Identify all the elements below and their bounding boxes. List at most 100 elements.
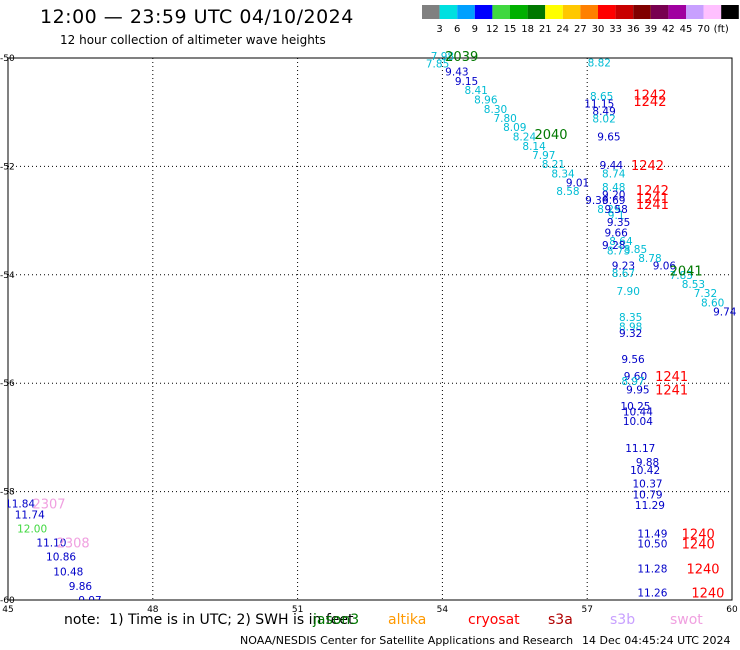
pass-time-label: 1242	[631, 159, 664, 174]
wave-height-label: 8.78	[638, 253, 661, 265]
x-tick-label: 51	[292, 605, 303, 615]
wave-height-label: 8.24	[513, 132, 537, 144]
wave-height-label: 8.98	[619, 321, 642, 333]
colorbar-tick-label: 70	[697, 24, 710, 35]
wave-height-label: 9.60	[624, 371, 647, 383]
wave-height-label: 11.49	[637, 528, 667, 540]
colorbar-tick-label: 9	[472, 24, 478, 35]
colorbar-swatch	[721, 5, 739, 19]
wave-height-label: 8.09	[503, 122, 526, 134]
wave-height-label: 8.21	[542, 159, 565, 171]
legend-jason3: jason3	[313, 612, 360, 628]
x-tick-label: 57	[581, 605, 592, 615]
wave-height-label: 9.1	[608, 210, 625, 222]
wave-height-label: 8.96	[474, 95, 498, 107]
wave-height-label: 11.17	[637, 602, 667, 614]
color-scale-bar: 3 6 9 12 15 18 21 24 27 30 33 36 39 42 45 70 (ft)	[422, 5, 739, 35]
colorbar-tick-label: 36	[627, 24, 640, 35]
wave-height-label: 8.64	[609, 236, 633, 248]
colorbar-swatch	[457, 5, 475, 19]
pass-time-label: 1240	[691, 586, 724, 601]
wave-height-label: 10.50	[637, 539, 667, 551]
wave-height-label: 7.97	[532, 150, 555, 162]
pass-time-label: 2307	[32, 498, 65, 513]
pass-time-label: 2039	[445, 50, 478, 65]
wave-height-label: 9.88	[636, 457, 659, 469]
colorbar-swatch	[650, 5, 669, 19]
colorbar-swatch	[580, 5, 598, 19]
wave-height-label: 9.15	[455, 76, 478, 88]
plot-frame	[7, 57, 733, 601]
wave-height-label: 8.65	[590, 91, 613, 103]
wave-height-label: 11.15	[584, 99, 614, 111]
wave-height-label: 8.67	[612, 268, 635, 280]
wave-height-label: 9.58	[604, 204, 627, 216]
y-tick-label: -50	[0, 54, 15, 64]
pass-time-label: 2041	[670, 264, 703, 279]
y-tick-label: -60	[0, 596, 15, 606]
pass-time-label: 1241	[636, 198, 669, 213]
colorbar-tick-label: 42	[662, 24, 675, 35]
wave-height-label: 8.60	[701, 297, 724, 309]
wave-height-label: 10.25	[620, 401, 650, 413]
y-tick-label: -54	[0, 271, 15, 281]
colorbar-tick-label: 6	[454, 24, 460, 35]
legend-altika: altika	[388, 612, 427, 628]
colorbar-swatch	[474, 5, 493, 19]
colorbar-swatch	[527, 5, 546, 19]
colorbar-tick-label: 27	[574, 24, 587, 35]
wave-height-label: 7.83	[670, 270, 693, 282]
colorbar-swatch	[562, 5, 581, 19]
wave-height-label: 9.65	[597, 132, 620, 144]
pass-time-label: 1242	[636, 184, 669, 199]
wave-height-label: 10.79	[633, 489, 663, 501]
legend-s3a: s3a	[548, 612, 573, 628]
colorbar-tick-label: 33	[609, 24, 622, 35]
wave-height-label: 8.34	[551, 168, 575, 180]
colorbar-tick-label: 45	[680, 24, 693, 35]
wave-height-label: 11.28	[637, 564, 667, 576]
pass-time-label: 2040	[534, 128, 567, 143]
wave-height-label: 8.53	[682, 279, 705, 291]
colorbar-tick-label: 24	[556, 24, 569, 35]
wave-height-label: 10.44	[623, 406, 653, 418]
colorbar-tick-label: (ft)	[714, 24, 729, 35]
pass-time-label: 1240	[686, 563, 719, 578]
wave-height-label: 9.56	[621, 354, 645, 366]
wave-height-label: 10.42	[630, 465, 660, 477]
y-tick-label: -52	[0, 162, 15, 172]
wave-height-label: 9.36	[585, 195, 609, 207]
colorbar-swatch	[545, 5, 563, 19]
x-tick-label: 48	[147, 605, 159, 615]
wave-height-label: 9.44	[600, 160, 624, 172]
y-tick-label: -56	[0, 379, 15, 389]
colorbar-swatch	[633, 5, 651, 19]
colorbar-tick-label: 3	[436, 24, 442, 35]
wave-height-label: 9.06	[653, 261, 677, 273]
wave-height-label: 8.73	[607, 245, 630, 257]
wave-height-label: 11.74	[15, 509, 45, 521]
wave-height-label: 9.66	[604, 228, 628, 240]
colorbar-swatch	[510, 5, 528, 19]
pass-time-label: 1241	[655, 384, 688, 399]
pass-time-label: 1242	[633, 95, 666, 110]
wave-height-label: 7.80	[493, 113, 516, 125]
wave-height-label: 7.32	[694, 288, 717, 300]
x-tick-label: 45	[2, 605, 13, 615]
wave-height-label: 11.17	[625, 443, 655, 455]
colorbar-swatch	[492, 5, 510, 19]
wave-height-label: 9.35	[607, 217, 630, 229]
wave-height-label: 9.74	[713, 307, 737, 319]
pass-time-label: 1241	[636, 192, 669, 207]
wave-height-label: 9.97	[78, 595, 101, 607]
wave-height-label: 11.70	[109, 638, 139, 650]
colorbar-swatch	[686, 5, 704, 19]
wave-height-label: 11.84	[5, 499, 35, 511]
colorbar-tick-label: 12	[486, 24, 499, 35]
legend-cryosat: cryosat	[468, 612, 520, 628]
wave-height-label: 9.01	[566, 178, 589, 190]
chart-subtitle: 12 hour collection of altimeter wave hei…	[60, 33, 326, 47]
wave-height-label: 8.41	[464, 85, 487, 97]
wave-height-label: 10.04	[623, 416, 653, 428]
